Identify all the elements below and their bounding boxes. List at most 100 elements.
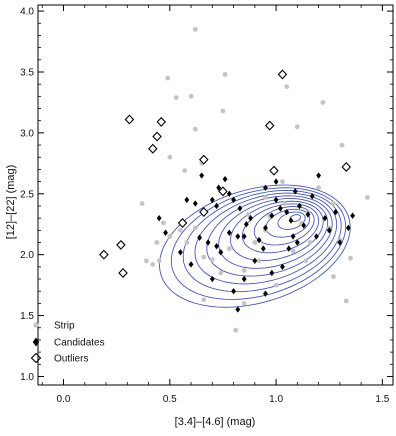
strip-point-17 (209, 257, 215, 262)
strip-point-6 (167, 154, 173, 160)
candidate-point-26 (288, 217, 294, 224)
candidate-point-42 (269, 269, 275, 277)
strip-point-10 (161, 220, 166, 226)
strip-point-41 (241, 301, 247, 306)
candidate-point-10 (156, 214, 162, 222)
candidate-point-46 (241, 275, 247, 283)
y-tick-label-1: 1.5 (20, 311, 34, 322)
candidate-point-50 (188, 261, 194, 268)
axis-ticks (38, 5, 393, 385)
y-axis-label: [12]–[22] (mag) (5, 165, 17, 240)
strip-point-35 (339, 142, 345, 148)
y-tick-label-0: 1.0 (20, 372, 34, 383)
candidate-point-36 (333, 208, 339, 216)
outlier-point-8 (177, 218, 188, 229)
candidate-point-24 (277, 205, 283, 212)
candidate-point-20 (256, 236, 262, 244)
strip-point-18 (226, 246, 232, 252)
candidate-point-43 (280, 263, 285, 271)
strip-point-20 (241, 268, 247, 273)
outlier-point-5 (99, 249, 109, 260)
candidate-point-15 (218, 249, 224, 256)
legend-outliers-label: Outliers (54, 354, 88, 365)
outlier-point-7 (118, 267, 128, 278)
candidate-point-38 (345, 224, 351, 232)
candidate-point-51 (209, 275, 215, 283)
contour-level-10 (182, 189, 342, 293)
strip-point-23 (256, 258, 262, 264)
strip-point-36 (320, 100, 326, 105)
strip-point-13 (178, 227, 183, 233)
candidate-point-39 (350, 212, 356, 219)
strip-point-16 (201, 254, 207, 260)
candidate-point-47 (231, 288, 236, 295)
strip-point-27 (290, 248, 296, 254)
y-tick-labels: 1.0 1.5 2.0 2.5 3.0 3.5 4.0 (20, 7, 34, 383)
strip-point-2 (173, 95, 179, 100)
y-tick-label-4: 3.0 (20, 128, 34, 139)
strip-point-47 (331, 201, 336, 206)
legend-strip-label: Strip (54, 321, 75, 332)
contour-level-3 (265, 208, 311, 238)
candidate-point-0 (199, 172, 205, 179)
candidate-point-56 (290, 233, 296, 240)
y-tick-label-6: 4.0 (20, 7, 34, 18)
contour-level-8 (206, 195, 333, 277)
strip-point-52 (303, 258, 309, 264)
outlier-point-3 (148, 143, 158, 154)
strip-point-53 (273, 282, 279, 288)
contour-level-9 (194, 192, 338, 285)
x-tick-label-3: 1.5 (375, 394, 389, 405)
candidate-point-9 (222, 175, 228, 183)
y-tick-label-5: 3.5 (20, 67, 34, 78)
contour-level-6 (230, 200, 324, 262)
candidate-point-29 (301, 222, 307, 229)
candidate-point-54 (273, 178, 279, 185)
strip-point-19 (218, 270, 224, 276)
candidates-series (156, 172, 356, 313)
plot-frame (37, 4, 394, 386)
strip-point-25 (282, 201, 287, 206)
candidate-point-7 (231, 196, 236, 204)
strip-point-33 (348, 255, 353, 261)
outlier-point-10 (218, 186, 228, 197)
strip-point-42 (201, 297, 207, 303)
candidate-point-5 (216, 184, 222, 191)
candidate-point-34 (322, 214, 328, 222)
plot-area (38, 5, 393, 385)
candidate-point-41 (260, 245, 266, 252)
strip-point-43 (144, 258, 149, 264)
candidate-point-33 (316, 172, 321, 179)
candidate-point-32 (314, 233, 319, 240)
strip-point-3 (188, 93, 194, 99)
strip-point-7 (182, 168, 188, 174)
strip-point-11 (167, 234, 173, 239)
strip-point-5 (192, 126, 198, 132)
strip-point-38 (284, 84, 290, 89)
candidate-point-23 (273, 196, 279, 204)
candidate-point-8 (237, 205, 243, 212)
candidate-point-21 (263, 224, 268, 232)
candidate-point-44 (286, 245, 292, 252)
strip-point-45 (156, 258, 162, 264)
strip-point-4 (220, 108, 226, 114)
strip-point-14 (184, 240, 190, 245)
strip-point-29 (316, 185, 321, 191)
contour-level-11 (170, 187, 347, 300)
outlier-point-4 (199, 154, 209, 165)
legend-candidates-marker (32, 337, 40, 347)
candidate-point-1 (184, 196, 190, 204)
strip-point-34 (365, 195, 370, 200)
outlier-point-6 (116, 239, 126, 250)
strip-point-39 (343, 298, 349, 304)
candidate-point-53 (263, 184, 268, 191)
outlier-point-13 (341, 161, 351, 172)
candidate-point-12 (197, 234, 202, 241)
strip-point-32 (331, 274, 336, 279)
candidate-point-52 (178, 249, 183, 256)
candidate-point-35 (326, 227, 332, 234)
candidate-point-2 (192, 200, 198, 207)
legend-outliers-marker (30, 352, 42, 364)
candidate-point-40 (252, 257, 258, 264)
outlier-point-11 (264, 120, 275, 131)
